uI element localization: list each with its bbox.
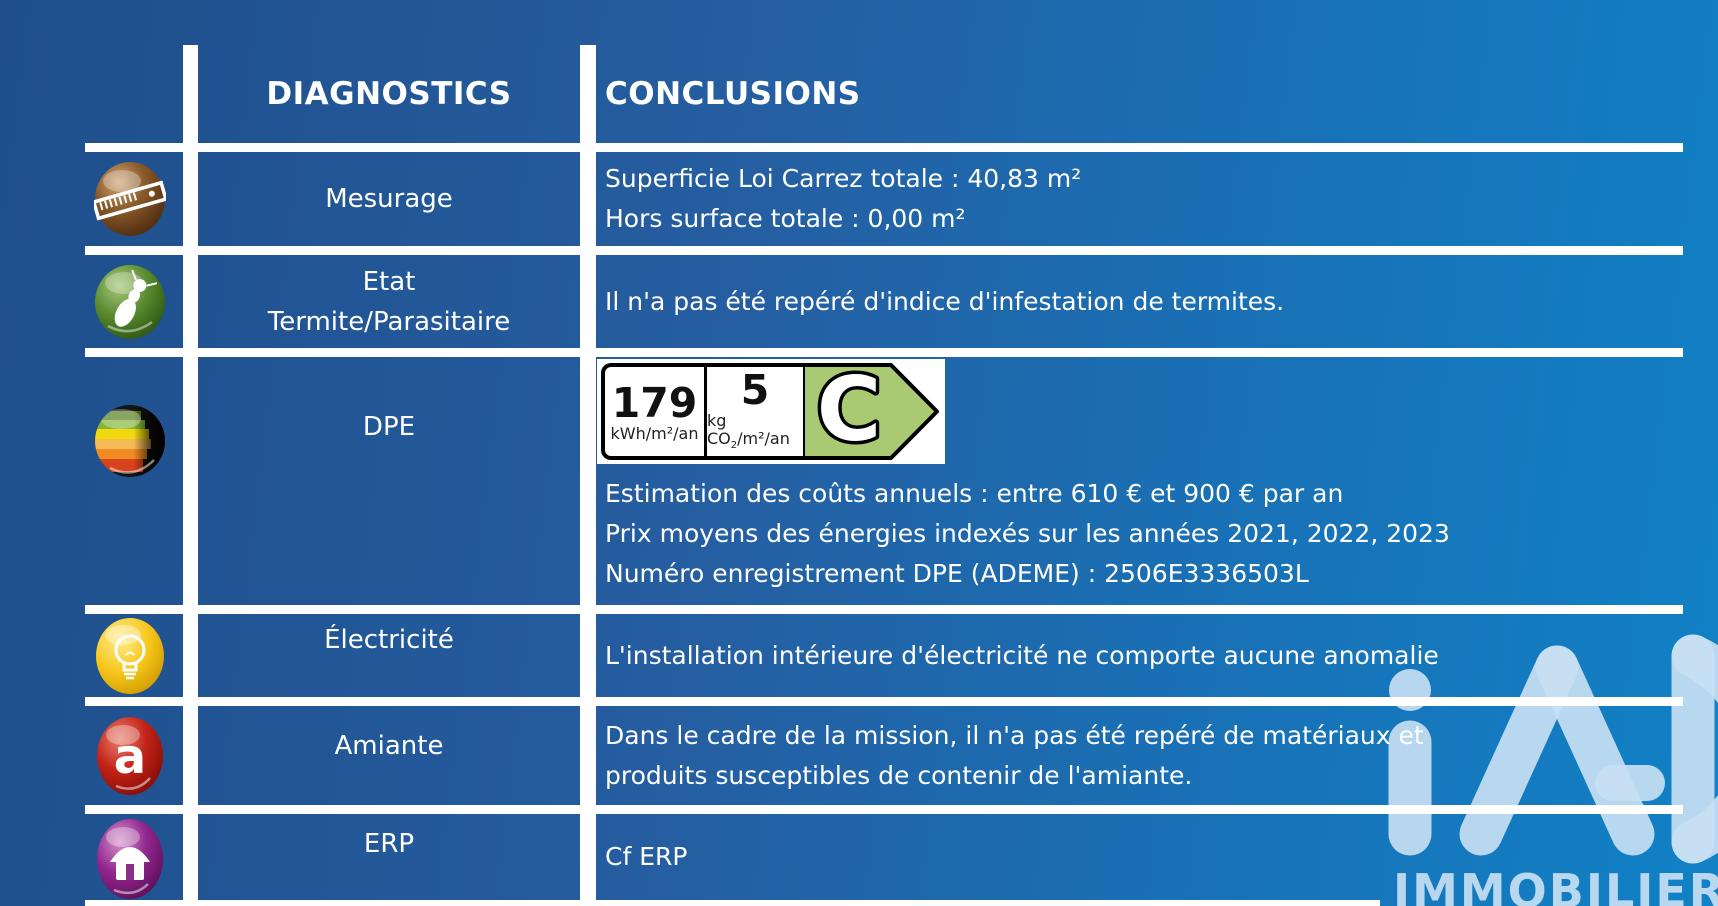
table-row-icon-cell — [94, 152, 166, 246]
table-row-icon-cell: a — [94, 706, 166, 805]
dpe-energy-class-badge: 179 kWh/m²/an 5 kg CO2/m²/an C — [601, 363, 941, 460]
row-label-amiante: Amiante — [334, 731, 444, 761]
row-conclusion-amiante: Dans le cadre de la mission, il n'a pas … — [605, 706, 1700, 805]
house-icon — [97, 819, 163, 899]
conclusion-line: Prix moyens des énergies indexés sur les… — [605, 519, 1450, 548]
lightbulb-icon — [96, 617, 164, 694]
grid-hline-below-electricite — [85, 697, 1683, 706]
termite-icon — [95, 264, 165, 339]
table-row-icon-cell — [94, 614, 166, 697]
row-label-dpe: DPE — [362, 412, 416, 442]
row-conclusion-erp: Cf ERP — [605, 842, 688, 871]
row-label-line: Etat — [362, 266, 416, 297]
dpe-energy-consumption-box: 179 kWh/m²/an — [601, 363, 704, 460]
grid-hline-below-header — [85, 143, 1683, 152]
asbestos-icon: a — [97, 716, 163, 795]
table-row-icon-cell — [94, 814, 166, 906]
table-row-icon-cell — [94, 405, 166, 477]
conclusion-line: Dans le cadre de la mission, il n'a pas … — [605, 720, 1424, 750]
row-label-electricite: Électricité — [324, 625, 454, 655]
dpe-class-arrow: C — [803, 363, 939, 460]
row-label-termite: Etat Termite/Parasitaire — [198, 255, 580, 348]
ruler-icon — [94, 162, 166, 236]
row-label-erp: ERP — [363, 829, 415, 859]
dpe-class-letter: C — [817, 363, 882, 460]
row-conclusion-termite: Il n'a pas été repéré d'indice d'infesta… — [605, 286, 1285, 316]
dpe-sphere-icon — [95, 405, 165, 477]
grid-hline-below-amiante — [85, 805, 1683, 814]
row-conclusion-dpe: Estimation des coûts annuels : entre 610… — [605, 474, 1450, 594]
grid-vertical-line-1 — [183, 45, 198, 906]
conclusion-line: Hors surface totale : 0,00 m² — [605, 204, 966, 233]
dpe-co2-value: 5 — [740, 365, 770, 414]
grid-vertical-line-2 — [580, 45, 596, 906]
dpe-co2-box: 5 kg CO2/m²/an — [704, 363, 803, 460]
grid-hline-below-termite — [85, 348, 1683, 357]
dpe-co2-unit: kg CO2/m²/an — [707, 410, 790, 452]
column-header-conclusions: CONCLUSIONS — [605, 76, 861, 112]
row-conclusion-electricite: L'installation intérieure d'électricité … — [605, 640, 1439, 670]
table-row-icon-cell — [94, 255, 166, 348]
row-conclusion-mesurage: Superficie Loi Carrez totale : 40,83 m² … — [605, 152, 1700, 246]
dpe-energy-value: 179 — [611, 378, 698, 427]
row-label-mesurage: Mesurage — [325, 184, 453, 214]
dpe-energy-unit: kWh/m²/an — [610, 423, 699, 443]
column-header-diagnostics: DIAGNOSTICS — [266, 76, 512, 112]
grid-hline-below-dpe — [85, 605, 1683, 614]
iad-immobilier-label: IMMOBILIER — [1393, 864, 1718, 906]
row-label-line: Termite/Parasitaire — [267, 306, 511, 337]
conclusion-line: Numéro enregistrement DPE (ADEME) : 2506… — [605, 559, 1309, 588]
conclusion-line: produits susceptibles de contenir de l'a… — [605, 760, 1193, 790]
conclusion-line: Estimation des coûts annuels : entre 610… — [605, 479, 1344, 508]
grid-hline-below-mesurage — [85, 246, 1683, 255]
grid-hline-bottom — [85, 900, 1380, 906]
dpe-class-arrow-shape — [803, 363, 939, 460]
asbestos-letter: a — [114, 729, 146, 785]
conclusion-line: Superficie Loi Carrez totale : 40,83 m² — [605, 164, 1082, 193]
